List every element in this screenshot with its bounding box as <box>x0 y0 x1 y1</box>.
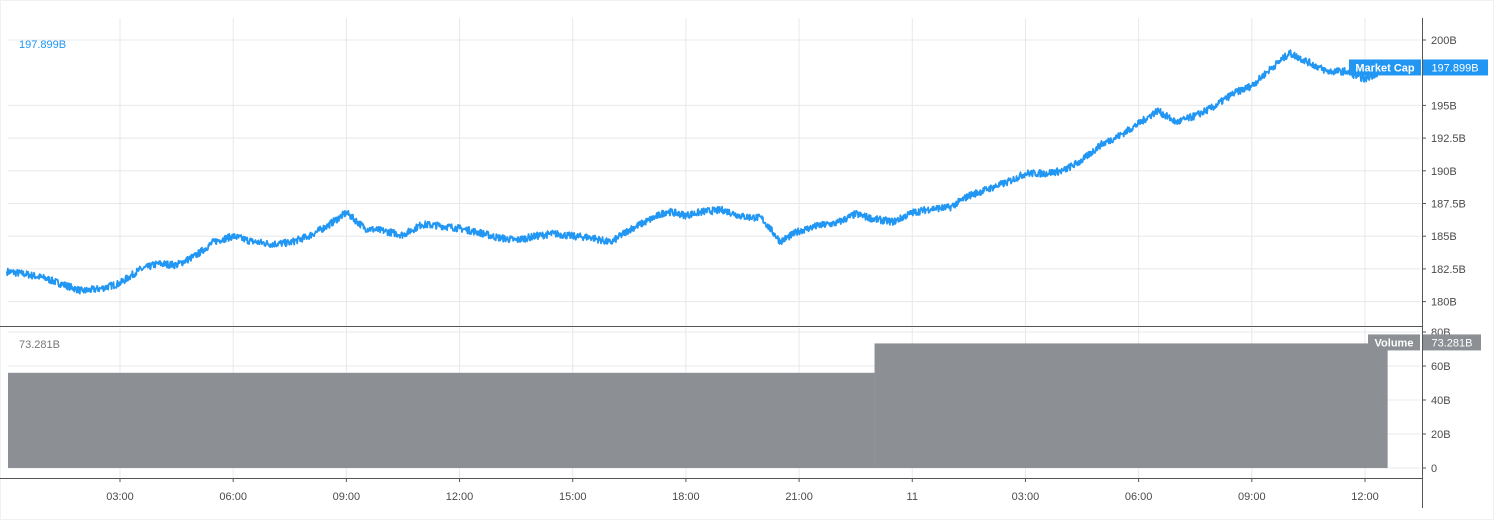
volume-tick-label: 40B <box>1431 395 1451 407</box>
labels: 180B 182.5B 185B 187.5B 190B 192.5B 195B 200B 0 2… <box>19 35 1488 503</box>
market-cap-legend-value: 197.899B <box>19 39 66 51</box>
price-tick-label: 190B <box>1431 166 1457 178</box>
price-tick-label: 185B <box>1431 231 1457 243</box>
market-cap-name-tag <box>1349 59 1421 76</box>
market-cap-value-tag <box>1423 59 1488 76</box>
volume-bar <box>8 372 875 468</box>
market-cap-series-line <box>5 49 1388 295</box>
time-tick-label: 15:00 <box>559 491 587 503</box>
volume-tick-label: 20B <box>1431 429 1451 441</box>
time-tick-label: 09:00 <box>333 491 361 503</box>
volume-name-tag <box>1368 334 1420 351</box>
price-tick-label: 182.5B <box>1431 264 1466 276</box>
price-tick-label: 187.5B <box>1431 199 1466 211</box>
time-tick-label: 03:00 <box>106 491 134 503</box>
time-tick-label: 06:00 <box>219 491 247 503</box>
market-cap-value-tag-text: 197.899B <box>1431 62 1478 74</box>
price-tick-label: 195B <box>1431 100 1457 112</box>
volume-value-tag-text: 73.281B <box>1432 337 1473 349</box>
volume-name-tag-text: Volume <box>1375 337 1414 349</box>
volume-bar <box>874 343 1388 468</box>
time-tick-label: 09:00 <box>1238 491 1266 503</box>
time-tick-label: 12:00 <box>1351 491 1379 503</box>
volume-tick-label: 0 <box>1431 463 1437 475</box>
volume-legend-value: 73.281B <box>19 339 60 351</box>
price-tick-label: 180B <box>1431 297 1457 309</box>
price-tick-label: 192.5B <box>1431 133 1466 145</box>
time-tick-label: 06:00 <box>1125 491 1153 503</box>
volume-pane <box>8 343 1388 468</box>
market-cap-name-tag-text: Market Cap <box>1355 62 1415 74</box>
market-cap-pane <box>5 49 1388 295</box>
time-tick-label: 11 <box>907 491 918 503</box>
time-tick-label: 21:00 <box>785 491 813 503</box>
time-tick-label: 18:00 <box>672 491 700 503</box>
time-tick-label: 03:00 <box>1012 491 1040 503</box>
price-tick-label: 200B <box>1431 35 1457 47</box>
time-tick-label: 12:00 <box>446 491 474 503</box>
volume-value-tag <box>1423 334 1481 351</box>
axes <box>0 18 1426 508</box>
volume-tick-label: 60B <box>1431 361 1451 373</box>
